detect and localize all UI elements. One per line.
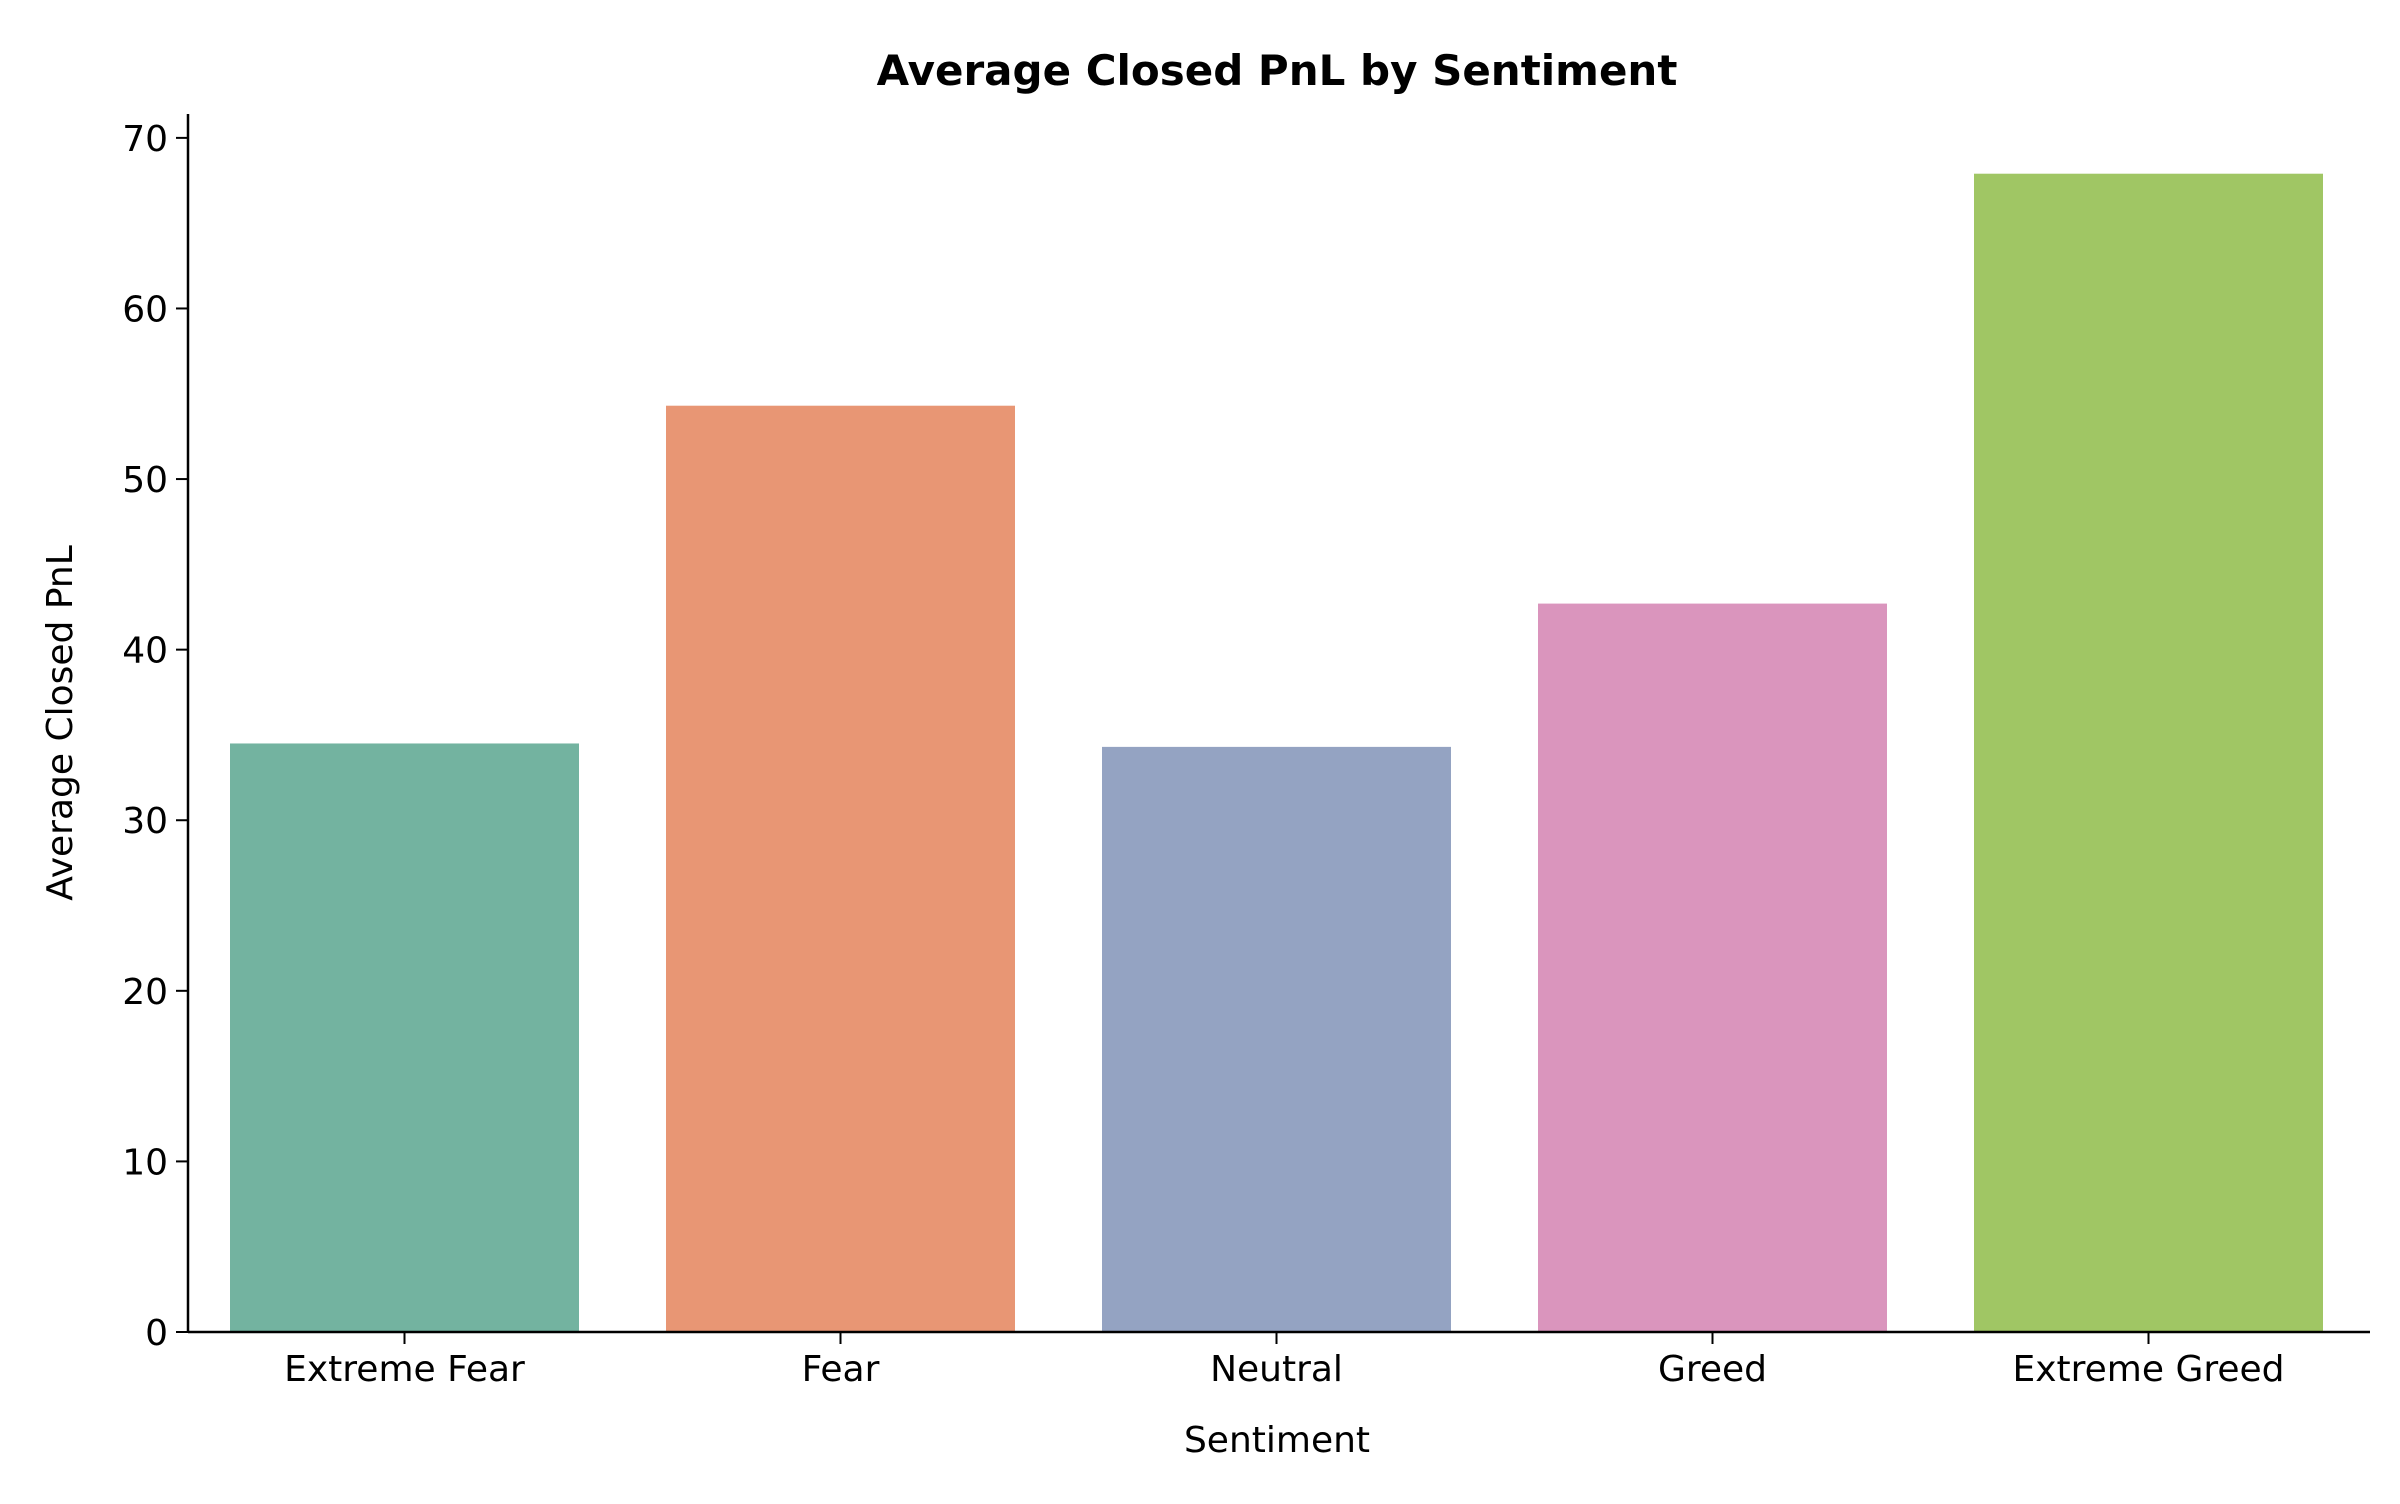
y-ticks-layer: 0 10 20 30 40 50 60 70 [122, 119, 188, 1354]
x-tick-label: Extreme Fear [284, 1349, 525, 1390]
y-tick-label: 40 [122, 631, 168, 672]
y-tick-label: 10 [122, 1142, 168, 1183]
x-tick-label: Extreme Greed [2012, 1349, 2284, 1390]
bar-greed [1538, 603, 1887, 1332]
x-tick-label: Fear [802, 1349, 880, 1390]
axes-layer [186, 114, 2370, 1334]
x-tick-label: Greed [1658, 1349, 1767, 1390]
x-axis-label: Sentiment [1184, 1420, 1370, 1461]
bars-layer [230, 173, 2323, 1332]
x-ticks-layer: Extreme Fear Fear Neutral Greed Extreme Gree… [284, 1332, 2285, 1390]
y-tick-label: 60 [122, 289, 168, 330]
y-tick-label: 0 [145, 1313, 168, 1354]
bar-extreme-fear [230, 743, 579, 1332]
y-tick-label: 70 [122, 119, 168, 160]
bar-extreme-greed [1974, 173, 2323, 1332]
y-tick-label: 20 [122, 972, 168, 1013]
bar-neutral [1102, 746, 1451, 1332]
y-axis-label: Average Closed PnL [40, 545, 81, 901]
y-tick-label: 50 [122, 460, 168, 501]
chart-title: Average Closed PnL by Sentiment [877, 46, 1678, 95]
bar-fear [666, 405, 1015, 1332]
y-tick-label: 30 [122, 801, 168, 842]
x-tick-label: Neutral [1210, 1349, 1343, 1390]
